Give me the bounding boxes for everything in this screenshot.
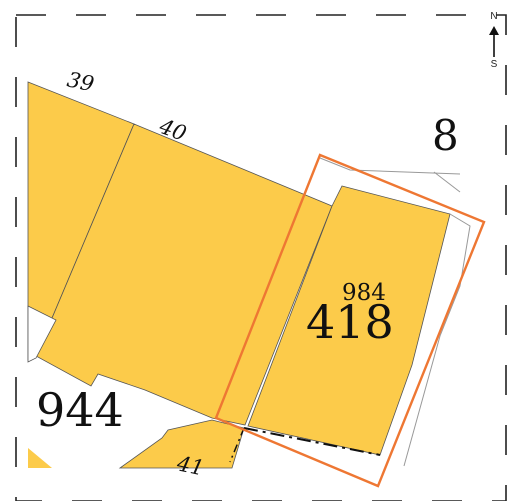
north-arrow: N S xyxy=(482,8,506,72)
parcel-40[interactable] xyxy=(35,123,333,426)
parcel-label-944: 944 xyxy=(36,383,124,437)
south-label: S xyxy=(490,59,498,70)
parcel-label-39: 39 xyxy=(65,67,96,96)
north-arrow-icon xyxy=(489,26,499,57)
parcel-label-8: 8 xyxy=(432,111,459,160)
parcel-944[interactable] xyxy=(27,305,57,363)
dash-dot-boundary-2 xyxy=(229,427,245,463)
parcel-label-984: 984 xyxy=(342,280,386,306)
neighbor-boundary-lines xyxy=(319,157,461,175)
neighbor-boundary-lines-3 xyxy=(403,213,471,467)
parcel-label-418: 418 xyxy=(306,295,394,349)
neighbor-boundary-lines-2 xyxy=(433,171,461,193)
selected-parcel-outline[interactable] xyxy=(214,153,486,488)
parcel-label-41: 41 xyxy=(174,451,206,480)
parcel-41[interactable] xyxy=(118,419,245,469)
dash-dot-boundary xyxy=(243,427,381,456)
parcel-bottom-left-fragment xyxy=(28,448,52,468)
north-label: N xyxy=(490,11,498,22)
map-frame xyxy=(15,14,507,501)
